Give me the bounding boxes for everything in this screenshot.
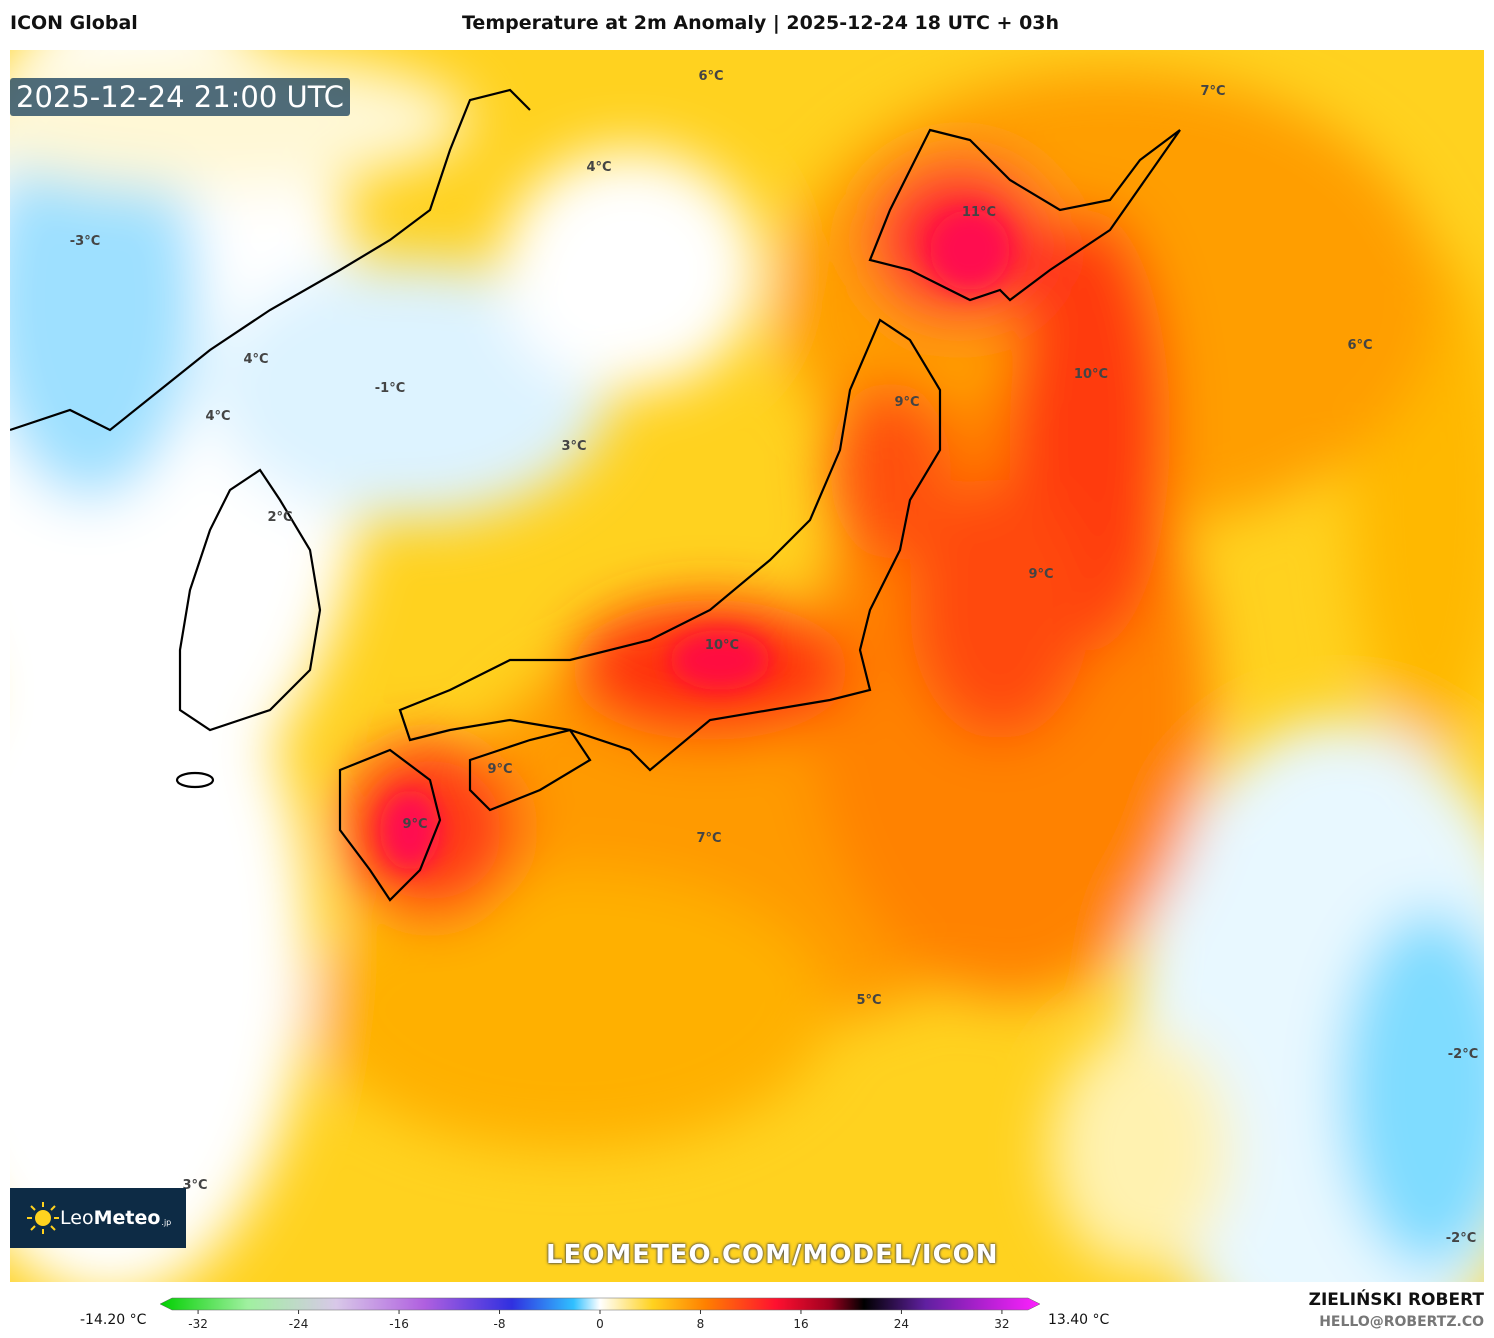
map-label: 4°C: [205, 409, 230, 424]
map: 6°C 7°C 4°C 11°C -3°C 4°C -1°C 4°C 3°C 9°C 10°C 6°C…: [10, 50, 1484, 1282]
colorbar: -32 -24 -16 -8 0 8 16 24 32: [159, 1297, 1041, 1331]
colorbar-tick-label: 0: [596, 1317, 604, 1331]
colorbar-max: 13.40 °C: [1048, 1312, 1110, 1328]
map-label: 10°C: [705, 638, 739, 653]
map-label: -2°C: [1448, 1047, 1478, 1062]
map-label: 11°C: [962, 205, 996, 220]
map-label: 7°C: [696, 831, 721, 846]
map-label: 5°C: [856, 993, 881, 1008]
logo: Leo Meteo .jp: [10, 1188, 186, 1248]
author-name: ZIELIŃSKI ROBERT: [1308, 1290, 1484, 1310]
watermark: LEOMETEO.COM/MODEL/ICON: [546, 1240, 999, 1270]
map-label: 3°C: [182, 1178, 207, 1193]
logo-sun: [27, 1202, 59, 1234]
map-label: 2°C: [267, 510, 292, 525]
map-label: 6°C: [1347, 338, 1372, 353]
map-label: 4°C: [243, 352, 268, 367]
map-label: 9°C: [487, 762, 512, 777]
colorbar-tick-label: -16: [389, 1317, 409, 1331]
logo-text: Leo: [60, 1207, 94, 1229]
colorbar-tick-label: 16: [793, 1317, 808, 1331]
map-label: 9°C: [1028, 567, 1053, 582]
colorbar-min: -14.20 °C: [80, 1312, 147, 1328]
map-label: 9°C: [894, 395, 919, 410]
valid-time: 2025-12-24 21:00 UTC: [10, 78, 351, 116]
author-email: HELLO@ROBERTZ.CO: [1319, 1314, 1484, 1330]
colorbar-tick-label: 32: [994, 1317, 1009, 1331]
colorbar-tick-label: 24: [894, 1317, 909, 1331]
colorbar-tick-label: -32: [188, 1317, 208, 1331]
map-label: 9°C: [402, 817, 427, 832]
colorbar-tick-label: -8: [494, 1317, 506, 1331]
map-label: 6°C: [698, 69, 723, 84]
map-label: 4°C: [586, 160, 611, 175]
logo-text-bold: Meteo: [93, 1207, 161, 1229]
coastlines: [10, 88, 1181, 902]
map-label: -1°C: [375, 381, 405, 396]
logo-suffix: .jp: [161, 1217, 172, 1227]
colorbar-tick-label: 8: [697, 1317, 705, 1331]
model-name: ICON Global: [10, 12, 138, 34]
map-label: 10°C: [1074, 367, 1108, 382]
map-title: Temperature at 2m Anomaly | 2025-12-24 1…: [462, 12, 1060, 34]
map-label: 7°C: [1200, 84, 1225, 99]
map-label: -2°C: [1446, 1231, 1476, 1246]
temperature-field: [10, 50, 1484, 1282]
map-label: -3°C: [70, 234, 100, 249]
colorbar-tick-label: -24: [289, 1317, 309, 1331]
map-label: 3°C: [561, 439, 586, 454]
colorbar-scale: [159, 1297, 1041, 1311]
